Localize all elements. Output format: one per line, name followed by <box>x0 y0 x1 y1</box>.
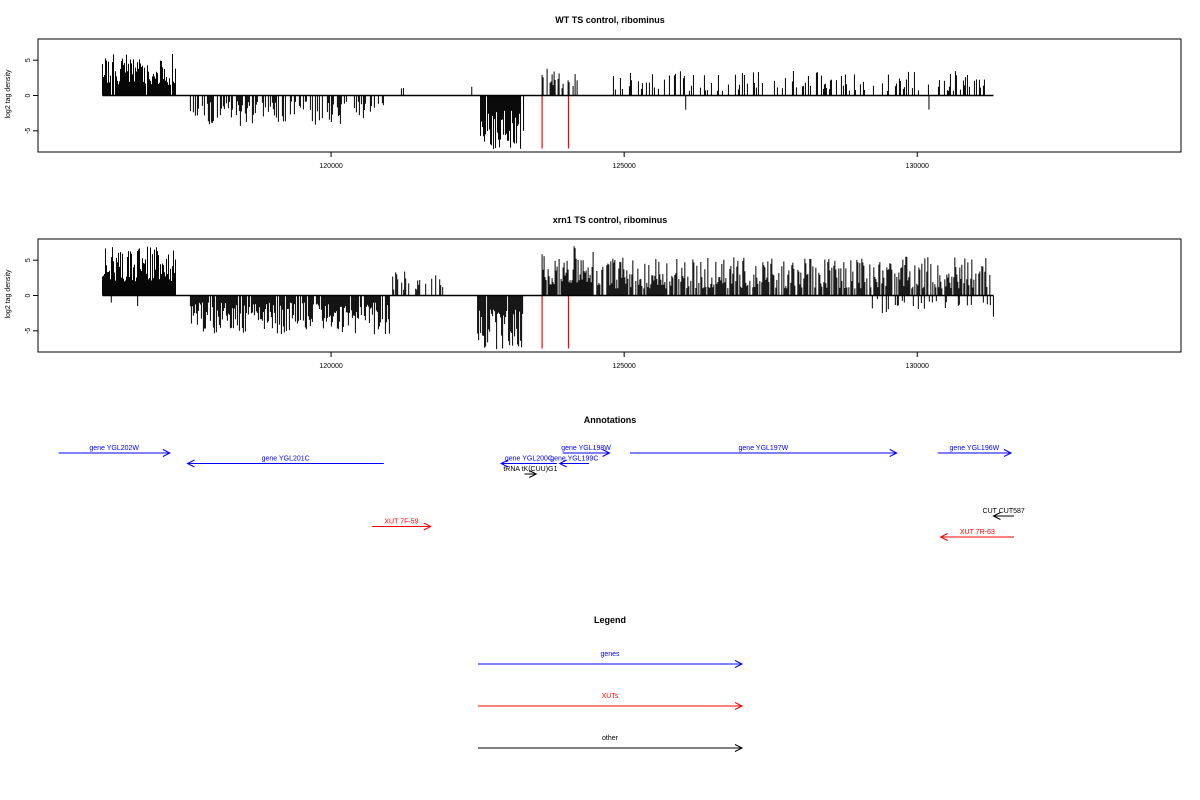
feature-label: gene YGL196W <box>950 445 1000 452</box>
arrow-head <box>992 512 1001 520</box>
arrow-head <box>602 449 611 457</box>
annotation-feature: XUT 7R-63 <box>939 529 1014 541</box>
marker-lines <box>541 95 570 149</box>
feature-label: XUT 7R-63 <box>960 529 995 536</box>
annotation-feature: CUT CUT587 <box>983 508 1025 520</box>
arrow-head <box>889 449 898 457</box>
panel-title: xrn1 TS control, ribominus <box>553 215 668 225</box>
wt-density-panel: WT TS control, ribominus log2 tag densit… <box>5 15 1182 170</box>
annotation-feature: gene YGL196W <box>937 445 1013 457</box>
annotation-items: gene YGL202W gene YGL201C tRNA tK(CUU)G1 ge… <box>58 445 1025 541</box>
annotation-feature: gene YGL198W <box>561 445 611 457</box>
bar-layer <box>101 246 994 350</box>
y-tick-label: 0 <box>25 93 32 97</box>
legend-label: XUTs <box>602 693 619 700</box>
x-axis: 120000 125000 130000 <box>319 152 929 170</box>
legend-items: genes XUTs other <box>478 651 744 752</box>
annotation-feature: gene YGL201C <box>186 456 384 468</box>
arrow-head <box>939 533 948 541</box>
annotation-feature: XUT 7F-59 <box>372 519 432 531</box>
x-tick-label: 120000 <box>319 163 342 170</box>
plot-frame <box>37 238 1182 353</box>
y-axis-label: log2 tag density <box>5 269 12 319</box>
x-tick-label: 130000 <box>906 363 929 370</box>
y-axis-label: log2 tag density <box>5 69 12 119</box>
feature-label: gene YGL199C <box>550 456 598 463</box>
legend-entry: genes <box>478 651 744 668</box>
plot-frame <box>37 38 1182 153</box>
y-tick-label: -5 <box>25 128 32 134</box>
annotation-feature: tRNA tK(CUU)G1 <box>503 466 558 478</box>
arrow-head <box>734 702 744 710</box>
x-tick-label: 125000 <box>612 363 635 370</box>
arrow-head <box>499 459 509 468</box>
feature-label: gene YGL201C <box>262 456 310 463</box>
y-axis: -5 0 5 <box>25 258 38 334</box>
x-tick-label: 130000 <box>906 163 929 170</box>
y-tick-label: -5 <box>25 328 32 334</box>
x-tick-label: 120000 <box>319 363 342 370</box>
legend-entry: other <box>478 735 744 752</box>
arrow-head <box>186 459 195 468</box>
marker-lines <box>541 295 570 349</box>
arrow-head <box>529 470 538 478</box>
y-tick-label: 5 <box>25 58 32 62</box>
x-tick-label: 125000 <box>612 163 635 170</box>
annotation-feature: gene YGL197W <box>630 445 898 457</box>
annotation-feature: gene YGL199C <box>550 456 598 468</box>
legend-title: Legend <box>594 615 626 625</box>
legend-label: other <box>602 735 619 742</box>
annotations-title: Annotations <box>584 415 637 425</box>
arrow-head <box>1003 449 1013 457</box>
arrow-head <box>734 744 744 752</box>
arrow-head <box>162 449 172 457</box>
annotations-panel: Annotations gene YGL202W gene YGL201C tRNA… <box>58 415 1025 541</box>
feature-label: CUT CUT587 <box>983 508 1025 515</box>
feature-label: gene YGL202W <box>89 445 139 452</box>
y-tick-label: 0 <box>25 293 32 297</box>
legend-label: genes <box>600 651 620 658</box>
x-axis: 120000 125000 130000 <box>319 352 929 370</box>
legend-panel: Legend genes XUTs other <box>478 615 744 752</box>
y-tick-label: 5 <box>25 258 32 262</box>
feature-label: gene YGL197W <box>739 445 789 452</box>
xrn1-density-panel: xrn1 TS control, ribominus log2 tag dens… <box>5 215 1182 370</box>
arrow-head <box>734 660 744 668</box>
panel-title: WT TS control, ribominus <box>555 15 665 25</box>
arrow-head <box>558 459 567 468</box>
y-axis: -5 0 5 <box>25 58 38 134</box>
bar-layer <box>101 53 985 150</box>
feature-label: tRNA tK(CUU)G1 <box>503 466 557 473</box>
arrow-head <box>423 522 432 531</box>
annotation-feature: gene YGL200C <box>499 456 557 468</box>
annotation-feature: gene YGL202W <box>58 445 172 457</box>
feature-label: gene YGL200C <box>505 456 553 463</box>
feature-label: gene YGL198W <box>561 445 611 452</box>
feature-label: XUT 7F-59 <box>384 519 418 526</box>
legend-entry: XUTs <box>478 693 744 710</box>
